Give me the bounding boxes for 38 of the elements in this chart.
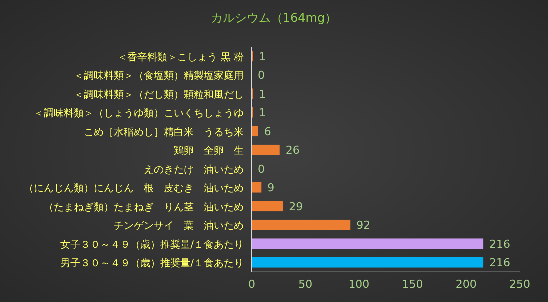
y-tick-label: ＜調味料類＞（食塩類）精製塩家庭用 xyxy=(74,70,244,82)
data-label: 26 xyxy=(286,144,300,158)
y-tick-label: ＜調味料類＞（しょうゆ類）こいくちしょうゆ xyxy=(34,108,244,120)
y-tick-label: チンゲンサイ 葉 油いため xyxy=(114,220,244,232)
y-tick-label: ＜香辛料類＞こしょう 黒 粉 xyxy=(118,51,244,64)
data-label: 1 xyxy=(259,88,266,101)
x-tick-label: 200 xyxy=(456,278,477,291)
data-label: 0 xyxy=(258,162,265,176)
x-tick-label: 50 xyxy=(298,278,313,291)
x-tick-label: 150 xyxy=(402,278,424,291)
bar xyxy=(252,182,262,193)
bar xyxy=(252,126,258,137)
data-label: 6 xyxy=(264,125,272,138)
data-label: 216 xyxy=(490,238,511,251)
y-tick-label: 男子３０～４９（歳）推奨量/１食あたり xyxy=(60,258,244,270)
x-tick-label: 250 xyxy=(510,278,530,291)
data-label: 29 xyxy=(289,200,304,214)
data-label: 0 xyxy=(258,69,265,82)
data-label: 1 xyxy=(259,106,266,120)
bar xyxy=(252,238,484,250)
bar xyxy=(252,220,351,230)
x-tick-label: 0 xyxy=(248,278,256,291)
data-label: 216 xyxy=(490,256,511,270)
data-label: 1 xyxy=(259,50,266,64)
y-tick-label: こめ［水稲めし］精白米 うるち米 xyxy=(84,126,244,138)
y-tick-label: （にんじん類）にんじん 根 皮むき 油いため xyxy=(24,182,244,195)
bar xyxy=(252,144,280,156)
data-label: 92 xyxy=(356,219,371,232)
bar xyxy=(252,257,484,268)
bar xyxy=(252,201,284,212)
chart-title: カルシウム（164mg） xyxy=(210,11,338,25)
y-tick-label: ＜調味料類＞（だし類）顆粒和風だし xyxy=(74,88,244,101)
y-tick-label: 女子３０～４９（歳）推奨量/１食あたり xyxy=(60,238,244,251)
x-tick-label: 100 xyxy=(348,278,370,291)
data-label: 9 xyxy=(268,182,275,195)
y-tick-label: （たまねぎ類）たまねぎ りん茎 油いため xyxy=(44,201,244,214)
y-tick-label: 鶏卵 全卵 生 xyxy=(174,145,244,158)
y-tick-label: えのきたけ 油いため xyxy=(144,164,244,176)
